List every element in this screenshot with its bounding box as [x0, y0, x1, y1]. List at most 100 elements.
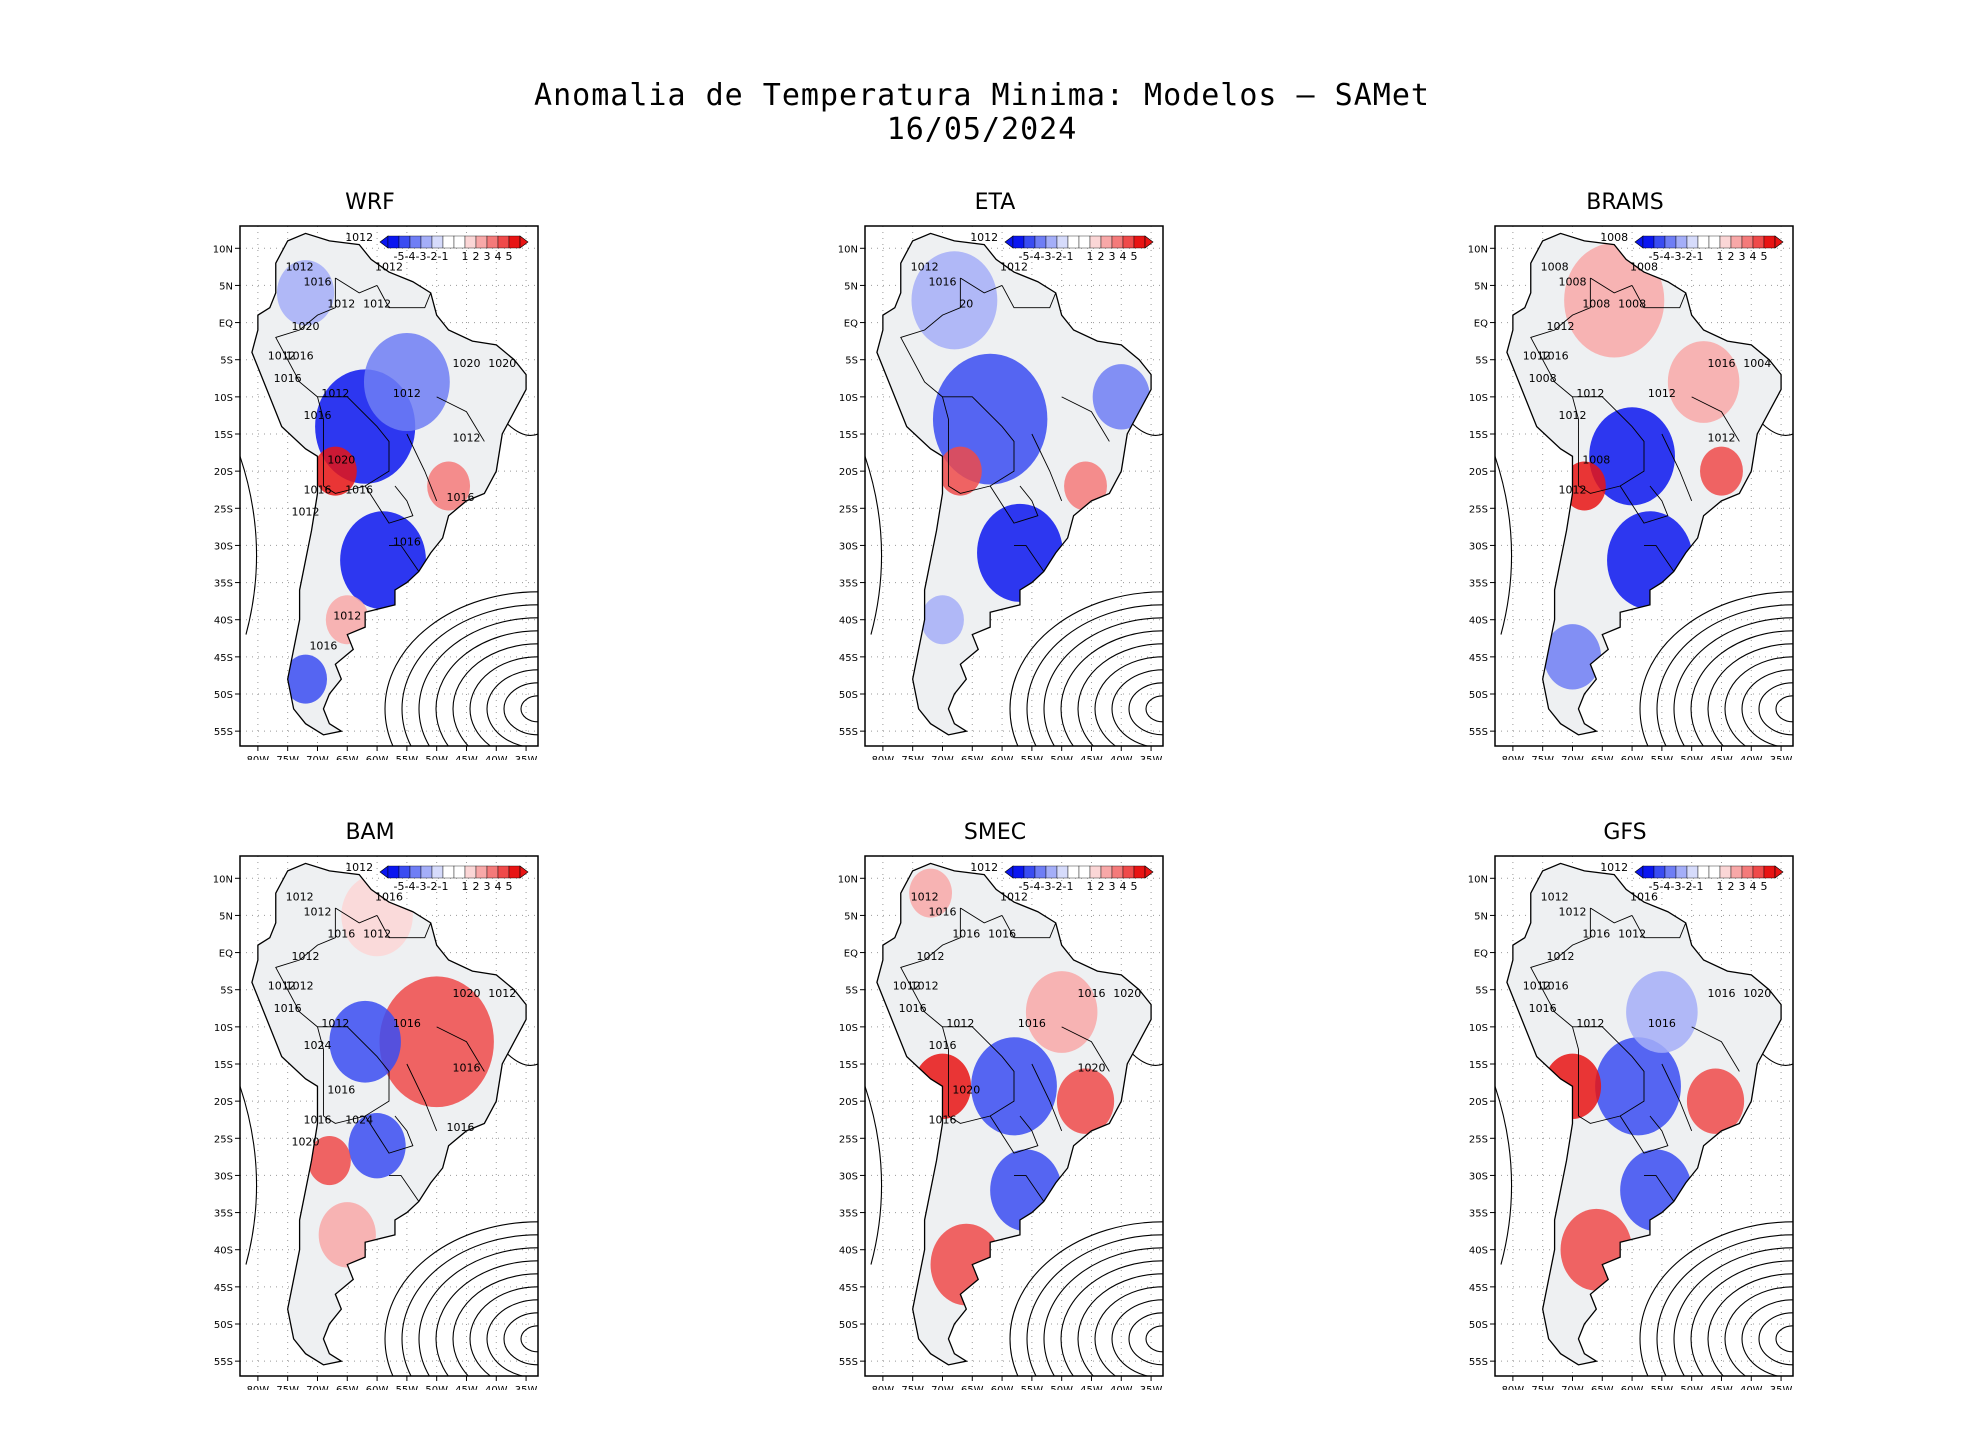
country-border — [900, 908, 961, 1028]
colorbar-label: -1 — [1693, 880, 1704, 893]
isobar-contour — [1009, 1221, 1163, 1376]
x-tick-label: 40W — [1110, 755, 1133, 760]
anomaly-region — [1562, 461, 1606, 511]
y-tick-label: 10S — [839, 1023, 858, 1034]
colorbar-segment — [1034, 235, 1047, 249]
x-tick-label: 70W — [306, 755, 329, 760]
isobar-label: 1016 — [952, 928, 980, 941]
country-border — [941, 396, 1015, 494]
isobar-contour — [1639, 1221, 1793, 1376]
isobar-contour — [1495, 1086, 1513, 1265]
colorbar-segment — [1653, 865, 1666, 879]
colorbar-segment — [1034, 865, 1047, 879]
y-tick-label: EQ — [844, 949, 858, 960]
colorbar-arrow-right — [1774, 865, 1784, 879]
colorbar-label: -5 — [394, 880, 405, 893]
colorbar-label: 4 — [1750, 880, 1757, 893]
y-tick-label: 5N — [1474, 281, 1488, 292]
isobar-label: 1016 — [928, 905, 956, 918]
panel-title: BRAMS — [1586, 190, 1664, 215]
isobar-label: 1012 — [1707, 431, 1735, 444]
isobar-label: 1016 — [327, 1084, 355, 1097]
y-tick-label: 35S — [1469, 1209, 1488, 1220]
isobar-contour — [1758, 1312, 1793, 1366]
isobar-label: 1016 — [1541, 980, 1569, 993]
isobar-label: 1012 — [268, 350, 296, 363]
colorbar-segment — [1686, 235, 1699, 249]
colorbar-segment — [1719, 235, 1732, 249]
isobar-label: 1012 — [1576, 1017, 1604, 1030]
y-tick-label: 55S — [839, 727, 858, 738]
colorbar-segment — [398, 865, 411, 879]
isobar-label: 1012 — [1523, 980, 1551, 993]
colorbar-segment — [486, 235, 499, 249]
y-tick-label: 5N — [219, 281, 233, 292]
colorbar-segment — [1111, 865, 1124, 879]
anomaly-region — [1700, 446, 1743, 496]
isobar-label: 1020 — [1743, 987, 1771, 1000]
y-tick-label: 55S — [839, 1357, 858, 1368]
anomaly-region — [1025, 971, 1098, 1053]
colorbar-segment — [1056, 235, 1069, 249]
colorbar-label: 2 — [473, 880, 480, 893]
y-tick-label: 5S — [1475, 356, 1488, 367]
colorbar-segment — [1133, 235, 1146, 249]
country-border — [1571, 396, 1645, 494]
isobar-label: 1016 — [303, 1113, 331, 1126]
colorbar-segment — [1089, 865, 1102, 879]
colorbar-segment — [1730, 235, 1743, 249]
isobar-contour — [435, 630, 538, 746]
colorbar-arrow-left — [1634, 235, 1644, 249]
colorbar-label: -1 — [1693, 250, 1704, 263]
x-tick-label: 60W — [1621, 1385, 1644, 1390]
plot-frame — [864, 855, 1164, 1377]
country-border — [335, 907, 378, 924]
y-tick-label: 20S — [214, 467, 233, 478]
y-tick-label: 40S — [839, 1246, 858, 1257]
isobar-label: 1012 — [393, 387, 421, 400]
panel-title: WRF — [345, 190, 395, 215]
land-area — [251, 233, 527, 735]
y-tick-label: 5S — [1475, 986, 1488, 997]
country-border — [275, 278, 336, 398]
y-tick-label: 15S — [214, 430, 233, 441]
colorbar-arrow-left — [379, 235, 389, 249]
isobar-contour — [1724, 1286, 1793, 1376]
colorbar-segment — [1078, 235, 1091, 249]
panel-title: GFS — [1603, 820, 1647, 845]
isobar-label: 1012 — [911, 261, 939, 274]
colorbar-segment — [497, 865, 510, 879]
isobar-label: 1016 — [303, 275, 331, 288]
isobar-label: 1016 — [375, 891, 403, 904]
y-tick-label: 25S — [214, 1134, 233, 1145]
colorbar-segment — [475, 865, 488, 879]
isobar-contour — [384, 1221, 538, 1376]
coastline — [251, 862, 527, 1366]
colorbar: -5 -4 -3 -2 -1 1 2 3 4 5 — [379, 865, 529, 893]
colorbar-segment — [1752, 865, 1765, 879]
isobar-contour — [520, 695, 538, 723]
country-border — [1014, 544, 1045, 572]
colorbar-arrow-right — [519, 235, 529, 249]
isobar-label: 1024 — [303, 1039, 331, 1052]
isobar-label: 1020 — [292, 1136, 320, 1149]
isobar-label: 1016 — [393, 535, 421, 548]
x-tick-label: 55W — [1021, 1385, 1044, 1390]
colorbar-label: -2 — [427, 250, 438, 263]
isobar-contour — [469, 1286, 538, 1376]
isobar-contour — [1741, 669, 1793, 746]
isobar-label: 1016 — [447, 491, 475, 504]
y-tick-label: 10N — [1468, 244, 1488, 255]
y-tick-label: 40S — [214, 616, 233, 627]
colorbar-label: 2 — [1728, 880, 1735, 893]
anomaly-region — [911, 251, 998, 350]
isobar-label: 1024 — [345, 1113, 373, 1126]
isobar-label: 1016 — [452, 1061, 480, 1074]
anomaly-region — [329, 1000, 401, 1083]
isobar-label: 1008 — [1541, 261, 1569, 274]
colorbar-segment — [1752, 235, 1765, 249]
y-tick-label: 55S — [214, 727, 233, 738]
isobar-label: 1020 — [452, 987, 480, 1000]
colorbar-label: -5 — [394, 250, 405, 263]
